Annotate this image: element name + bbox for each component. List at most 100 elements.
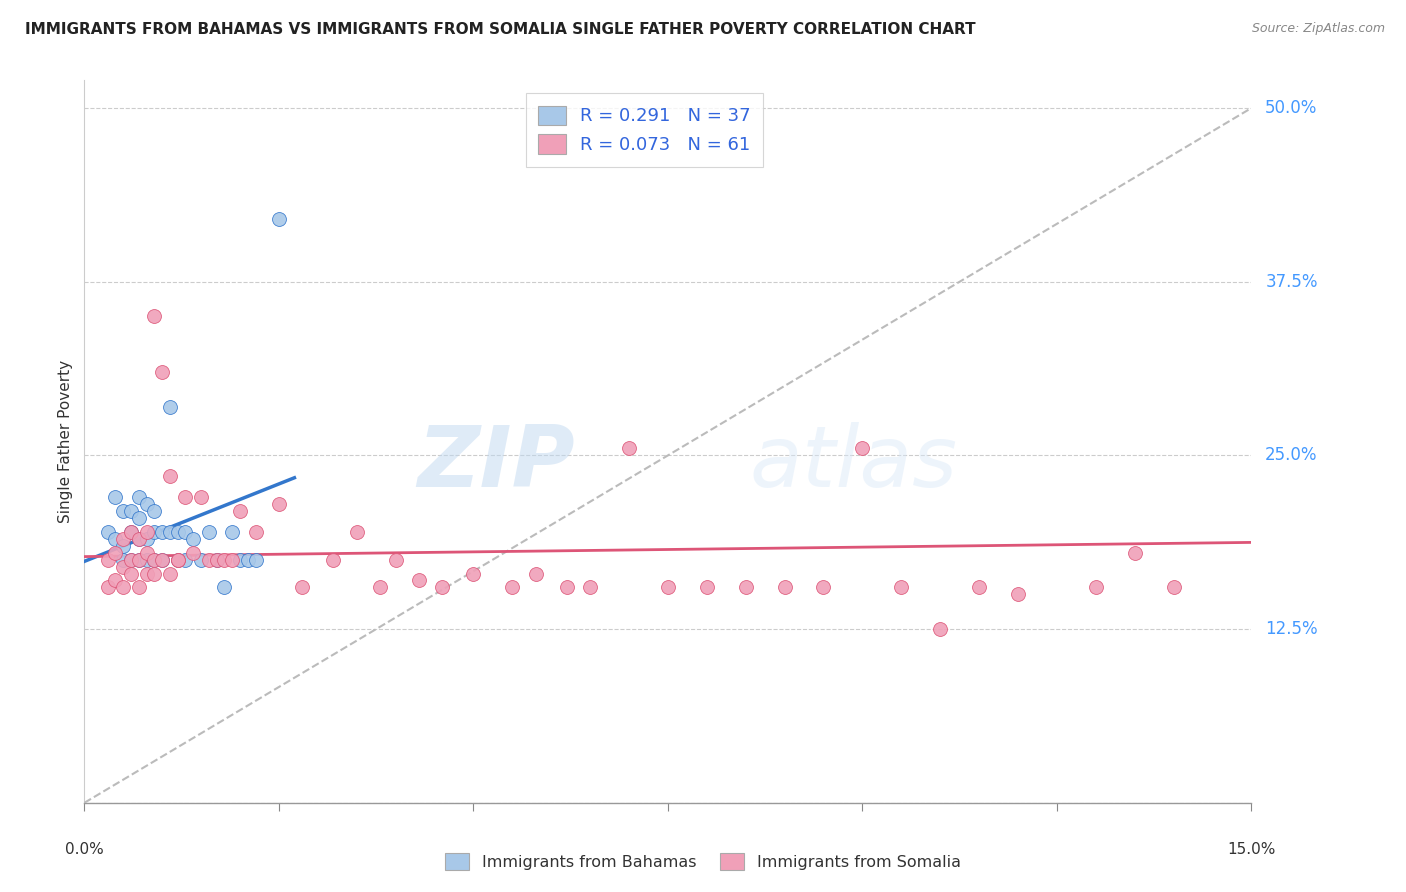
Point	[368, 581, 391, 595]
Point	[112, 552, 135, 566]
Point	[135, 546, 157, 560]
Point	[143, 552, 166, 566]
Legend: Immigrants from Bahamas, Immigrants from Somalia: Immigrants from Bahamas, Immigrants from…	[436, 843, 970, 880]
Point	[1123, 546, 1146, 560]
Point	[463, 566, 485, 581]
Point	[120, 524, 142, 539]
Point	[696, 581, 718, 595]
Point	[174, 552, 197, 566]
Point	[214, 581, 236, 595]
Point	[166, 552, 188, 566]
Point	[112, 581, 135, 595]
Point	[432, 581, 454, 595]
Point	[120, 552, 142, 566]
Point	[851, 442, 873, 456]
Point	[128, 552, 150, 566]
Text: Source: ZipAtlas.com: Source: ZipAtlas.com	[1251, 22, 1385, 36]
Point	[120, 552, 142, 566]
Point	[773, 581, 796, 595]
Point	[181, 532, 204, 546]
Text: 50.0%: 50.0%	[1265, 99, 1317, 117]
Point	[143, 310, 166, 324]
Text: atlas: atlas	[749, 422, 957, 505]
Point	[174, 524, 197, 539]
Point	[159, 566, 181, 581]
Point	[501, 581, 523, 595]
Point	[384, 552, 406, 566]
Point	[617, 442, 640, 456]
Point	[166, 552, 188, 566]
Point	[128, 581, 150, 595]
Point	[143, 552, 166, 566]
Point	[229, 504, 252, 518]
Point	[181, 546, 204, 560]
Point	[408, 574, 430, 588]
Legend: R = 0.291   N = 37, R = 0.073   N = 61: R = 0.291 N = 37, R = 0.073 N = 61	[526, 93, 763, 167]
Point	[267, 497, 290, 511]
Text: IMMIGRANTS FROM BAHAMAS VS IMMIGRANTS FROM SOMALIA SINGLE FATHER POVERTY CORRELA: IMMIGRANTS FROM BAHAMAS VS IMMIGRANTS FR…	[25, 22, 976, 37]
Text: 0.0%: 0.0%	[65, 842, 104, 856]
Point	[555, 581, 578, 595]
Point	[135, 552, 157, 566]
Point	[104, 546, 127, 560]
Point	[322, 552, 344, 566]
Point	[120, 524, 142, 539]
Point	[657, 581, 679, 595]
Point	[236, 552, 259, 566]
Point	[1163, 581, 1185, 595]
Point	[128, 552, 150, 566]
Point	[97, 581, 120, 595]
Point	[205, 552, 228, 566]
Point	[159, 400, 181, 414]
Point	[245, 552, 267, 566]
Point	[890, 581, 912, 595]
Point	[112, 539, 135, 553]
Point	[221, 552, 243, 566]
Point	[120, 504, 142, 518]
Point	[143, 524, 166, 539]
Text: ZIP: ZIP	[416, 422, 575, 505]
Point	[813, 581, 835, 595]
Point	[150, 365, 173, 379]
Point	[267, 212, 290, 227]
Point	[214, 552, 236, 566]
Point	[524, 566, 547, 581]
Point	[929, 622, 952, 636]
Point	[166, 524, 188, 539]
Point	[97, 552, 120, 566]
Point	[128, 490, 150, 504]
Point	[166, 552, 188, 566]
Point	[135, 524, 157, 539]
Point	[1007, 587, 1029, 601]
Point	[221, 524, 243, 539]
Point	[104, 490, 127, 504]
Point	[112, 504, 135, 518]
Point	[150, 524, 173, 539]
Point	[97, 524, 120, 539]
Text: 25.0%: 25.0%	[1265, 446, 1317, 465]
Point	[291, 581, 314, 595]
Y-axis label: Single Father Poverty: Single Father Poverty	[58, 360, 73, 523]
Point	[104, 574, 127, 588]
Point	[967, 581, 990, 595]
Point	[135, 566, 157, 581]
Point	[150, 552, 173, 566]
Point	[150, 552, 173, 566]
Point	[198, 524, 221, 539]
Point	[112, 559, 135, 574]
Point	[205, 552, 228, 566]
Point	[104, 532, 127, 546]
Point	[245, 524, 267, 539]
Point	[112, 532, 135, 546]
Point	[120, 566, 142, 581]
Text: 37.5%: 37.5%	[1265, 273, 1317, 291]
Point	[190, 552, 212, 566]
Point	[1084, 581, 1107, 595]
Point	[579, 581, 602, 595]
Point	[229, 552, 252, 566]
Point	[128, 532, 150, 546]
Text: 15.0%: 15.0%	[1227, 842, 1275, 856]
Point	[135, 532, 157, 546]
Point	[159, 469, 181, 483]
Text: 12.5%: 12.5%	[1265, 620, 1317, 638]
